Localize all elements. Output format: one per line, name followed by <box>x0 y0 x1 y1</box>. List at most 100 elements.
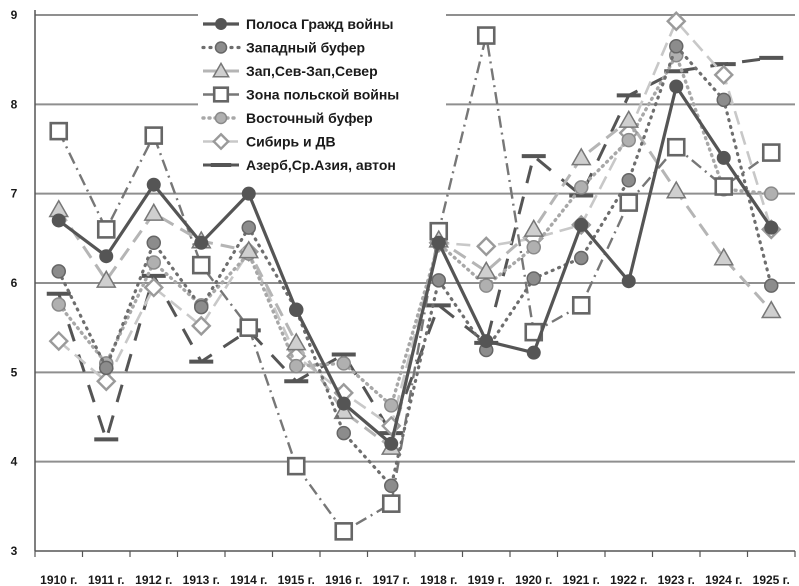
data-point <box>574 250 589 266</box>
data-point <box>479 334 494 349</box>
data-point <box>479 278 494 293</box>
data-point <box>621 132 636 148</box>
y-tick-label: 5 <box>11 365 18 379</box>
data-point <box>336 425 351 441</box>
data-point <box>241 186 256 201</box>
data-point <box>621 173 636 188</box>
y-tick-label: 6 <box>11 276 18 290</box>
data-point <box>431 273 446 288</box>
data-point <box>384 398 399 413</box>
y-tick-label: 8 <box>11 97 18 111</box>
data-point <box>289 358 304 374</box>
data-point <box>716 92 731 108</box>
data-point <box>212 61 230 78</box>
data-point <box>669 79 684 94</box>
data-point <box>760 300 782 319</box>
series-1 <box>51 79 779 451</box>
data-point <box>761 143 781 162</box>
data-point <box>289 302 304 317</box>
data-point <box>51 264 66 279</box>
legend-item: Полоса Гражд войны <box>203 16 393 32</box>
data-point <box>574 217 589 232</box>
data-point <box>666 137 686 157</box>
legend-background <box>198 13 446 181</box>
data-point <box>143 277 164 298</box>
series-line <box>57 44 773 488</box>
legend-label: Азерб,Ср.Азия, автон <box>246 157 396 173</box>
legend-label: Полоса Гражд войны <box>246 16 393 32</box>
y-tick-label: 7 <box>11 187 18 201</box>
series-line <box>57 56 772 441</box>
data-point <box>194 235 209 250</box>
data-point <box>384 436 399 451</box>
data-point <box>381 494 401 513</box>
y-tick-label: 9 <box>11 8 18 22</box>
data-point <box>336 356 351 371</box>
data-point <box>143 202 165 221</box>
x-tick-label: 1922 г. <box>610 573 647 586</box>
data-point <box>334 522 354 541</box>
y-tick-label: 4 <box>11 455 18 469</box>
x-tick-label: 1914 г. <box>230 573 267 586</box>
data-point <box>99 360 114 376</box>
data-point <box>194 299 209 315</box>
data-point <box>526 240 541 255</box>
data-point <box>285 332 307 351</box>
data-point <box>526 345 541 360</box>
data-point <box>286 456 306 476</box>
data-point <box>621 274 636 289</box>
data-point <box>144 126 164 145</box>
x-tick-label: 1917 г. <box>373 573 410 586</box>
data-point <box>713 247 735 266</box>
legend-label: Зап,Сев-Зап,Север <box>246 63 378 79</box>
data-point <box>475 260 497 279</box>
data-point <box>476 236 497 257</box>
x-tick-label: 1920 г. <box>515 573 552 586</box>
x-tick-label: 1923 г. <box>658 573 695 586</box>
series-layer <box>46 11 784 541</box>
series-4 <box>49 26 781 541</box>
data-point <box>212 86 230 103</box>
data-point <box>96 371 117 392</box>
x-tick-label: 1921 г. <box>563 573 600 586</box>
x-tick-label: 1916 г. <box>325 573 362 586</box>
legend-label: Восточный буфер <box>246 110 373 126</box>
x-tick-label: 1912 г. <box>135 573 172 586</box>
x-tick-label: 1918 г. <box>420 573 457 586</box>
data-point <box>570 147 592 166</box>
y-tick-label: 3 <box>11 544 18 558</box>
data-point <box>51 297 66 312</box>
data-point <box>764 278 779 293</box>
legend-label: Западный буфер <box>246 40 365 56</box>
series-line <box>57 34 772 533</box>
data-point <box>574 180 589 195</box>
data-point <box>48 330 69 352</box>
series-line <box>57 53 773 408</box>
data-point <box>669 39 684 54</box>
data-point <box>714 177 734 196</box>
data-point <box>476 26 496 45</box>
x-tick-label: 1911 г. <box>88 573 125 586</box>
data-point <box>431 235 446 250</box>
x-tick-label: 1910 г. <box>40 573 77 586</box>
data-point <box>618 109 640 128</box>
data-point <box>96 220 116 239</box>
series-line <box>57 84 773 446</box>
data-point <box>191 315 212 337</box>
legend-item: Западный буфер <box>201 40 365 56</box>
data-point <box>384 478 399 494</box>
data-point <box>526 271 541 286</box>
legend-item: Сибирь и ДВ <box>203 132 336 151</box>
data-point <box>214 111 228 125</box>
data-point <box>214 41 228 54</box>
data-point <box>571 296 591 315</box>
legend-label: Зона польской войны <box>246 87 399 103</box>
legend-item: Зап,Сев-Зап,Север <box>203 61 378 79</box>
data-point <box>764 186 779 201</box>
data-point <box>212 132 230 151</box>
x-tick-label: 1913 г. <box>183 573 220 586</box>
data-point <box>764 220 779 235</box>
data-point <box>215 18 227 30</box>
data-point <box>146 255 161 270</box>
legend-item: Зона польской войны <box>203 86 399 103</box>
